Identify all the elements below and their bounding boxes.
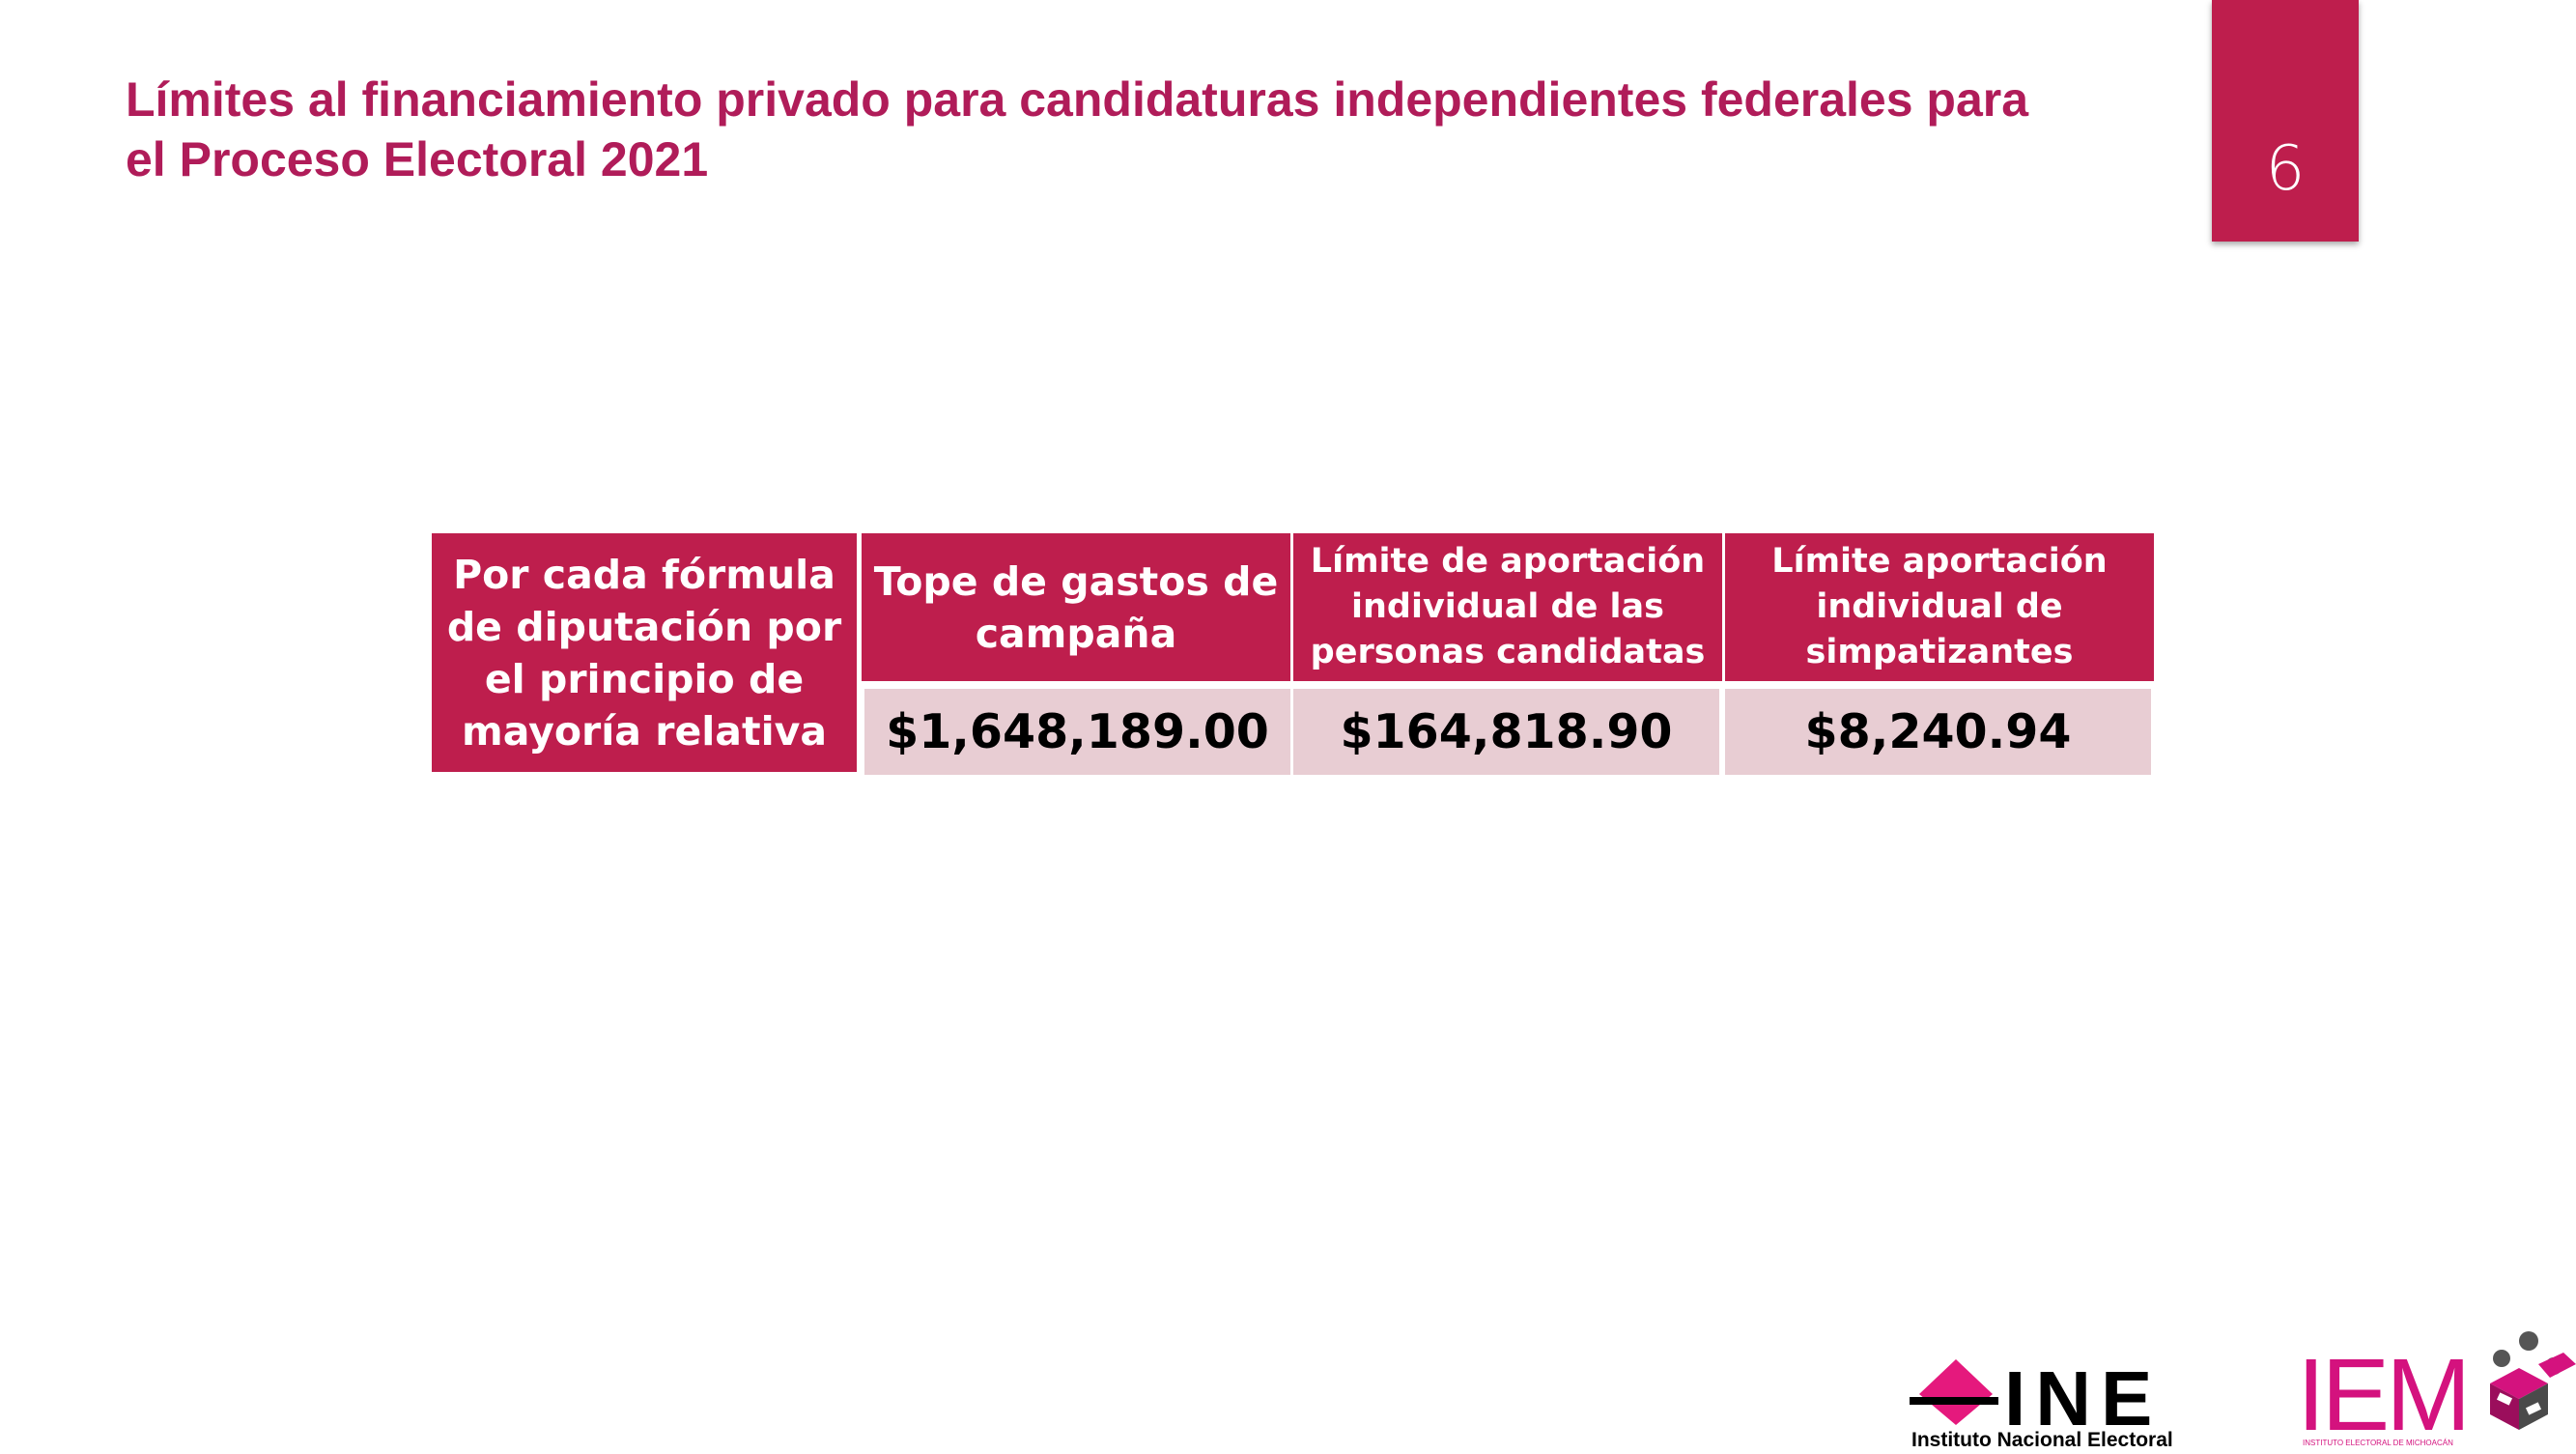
ine-caption: Instituto Nacional Electoral bbox=[1911, 1429, 2173, 1449]
column-header-tope: Tope de gastos de campaña bbox=[862, 533, 1290, 681]
row-header-cell: Por cada fórmula de diputación por el pr… bbox=[432, 533, 857, 772]
iem-caption: INSTITUTO ELECTORAL DE MICHOACÁN bbox=[2303, 1439, 2453, 1447]
ine-rhombus-icon bbox=[1919, 1359, 1993, 1425]
value-aportacion-simpatizantes: $8,240.94 bbox=[1725, 689, 2151, 775]
value-tope: $1,648,189.00 bbox=[864, 689, 1290, 775]
page-number-badge: 6 bbox=[2212, 0, 2359, 242]
value-aportacion-candidatas: $164,818.90 bbox=[1293, 689, 1719, 775]
column-header-aportacion-candidatas: Límite de aportación individual de las p… bbox=[1293, 533, 1722, 681]
ine-logo: INE Instituto Nacional Electoral bbox=[1908, 1348, 2236, 1451]
ine-wordmark: INE bbox=[2004, 1355, 2162, 1441]
iem-wordmark: IEM bbox=[2297, 1338, 2467, 1449]
slide-title: Límites al financiamiento privado para c… bbox=[126, 72, 2029, 186]
ballot-boxes-icon bbox=[2490, 1331, 2576, 1430]
iem-logo: IEM INSTITUTO ELECTORAL DE MICHOACÁN bbox=[2297, 1326, 2576, 1452]
ine-underline bbox=[1910, 1397, 1998, 1405]
column-header-aportacion-simpatizantes: Límite aportación individual de simpatiz… bbox=[1725, 533, 2154, 681]
